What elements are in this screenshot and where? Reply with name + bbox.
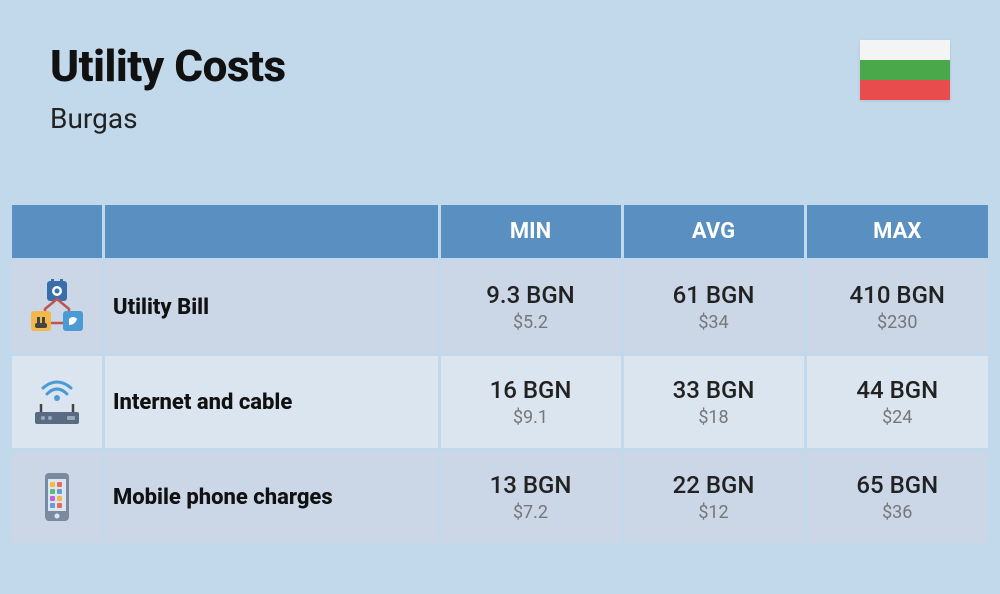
flag-icon [860, 40, 950, 100]
val-secondary: $18 [634, 407, 794, 428]
val-secondary: $24 [817, 407, 979, 428]
row-label: Utility Bill [104, 260, 440, 355]
cell-min: 13 BGN $7.2 [439, 450, 622, 544]
table-row: Mobile phone charges 13 BGN $7.2 22 BGN … [12, 450, 988, 544]
router-icon [27, 374, 87, 430]
row-label: Mobile phone charges [104, 450, 440, 544]
phone-icon [27, 469, 87, 525]
cell-max: 410 BGN $230 [805, 260, 988, 355]
row-icon-cell [12, 450, 104, 544]
val-primary: 22 BGN [634, 471, 794, 499]
cell-avg: 22 BGN $12 [622, 450, 805, 544]
val-primary: 65 BGN [817, 471, 979, 499]
val-primary: 33 BGN [634, 376, 794, 404]
row-label: Internet and cable [104, 355, 440, 450]
header: Utility Costs Burgas [0, 0, 1000, 165]
val-primary: 61 BGN [634, 281, 794, 309]
val-secondary: $36 [817, 502, 979, 523]
val-secondary: $12 [634, 502, 794, 523]
val-secondary: $7.2 [451, 502, 611, 523]
page-title: Utility Costs [50, 40, 286, 92]
val-primary: 13 BGN [451, 471, 611, 499]
table-header-row: MIN AVG MAX [12, 205, 988, 260]
flag-stripe-3 [860, 80, 950, 100]
cell-max: 44 BGN $24 [805, 355, 988, 450]
cost-table: MIN AVG MAX [12, 205, 988, 543]
col-icon [12, 205, 104, 260]
val-secondary: $9.1 [451, 407, 611, 428]
table-row: Utility Bill 9.3 BGN $5.2 61 BGN $34 410… [12, 260, 988, 355]
col-avg: AVG [622, 205, 805, 260]
title-block: Utility Costs Burgas [50, 40, 286, 135]
val-secondary: $5.2 [451, 312, 611, 333]
cell-avg: 61 BGN $34 [622, 260, 805, 355]
utility-icon [27, 279, 87, 335]
val-primary: 16 BGN [451, 376, 611, 404]
val-primary: 410 BGN [817, 281, 979, 309]
flag-stripe-2 [860, 60, 950, 80]
col-label [104, 205, 440, 260]
cell-max: 65 BGN $36 [805, 450, 988, 544]
col-min: MIN [439, 205, 622, 260]
val-primary: 9.3 BGN [451, 281, 611, 309]
row-icon-cell [12, 260, 104, 355]
val-secondary: $230 [817, 312, 979, 333]
col-max: MAX [805, 205, 988, 260]
cell-avg: 33 BGN $18 [622, 355, 805, 450]
page-subtitle: Burgas [50, 102, 286, 135]
val-secondary: $34 [634, 312, 794, 333]
flag-stripe-1 [860, 40, 950, 60]
table-row: Internet and cable 16 BGN $9.1 33 BGN $1… [12, 355, 988, 450]
row-icon-cell [12, 355, 104, 450]
val-primary: 44 BGN [817, 376, 979, 404]
cell-min: 9.3 BGN $5.2 [439, 260, 622, 355]
cell-min: 16 BGN $9.1 [439, 355, 622, 450]
